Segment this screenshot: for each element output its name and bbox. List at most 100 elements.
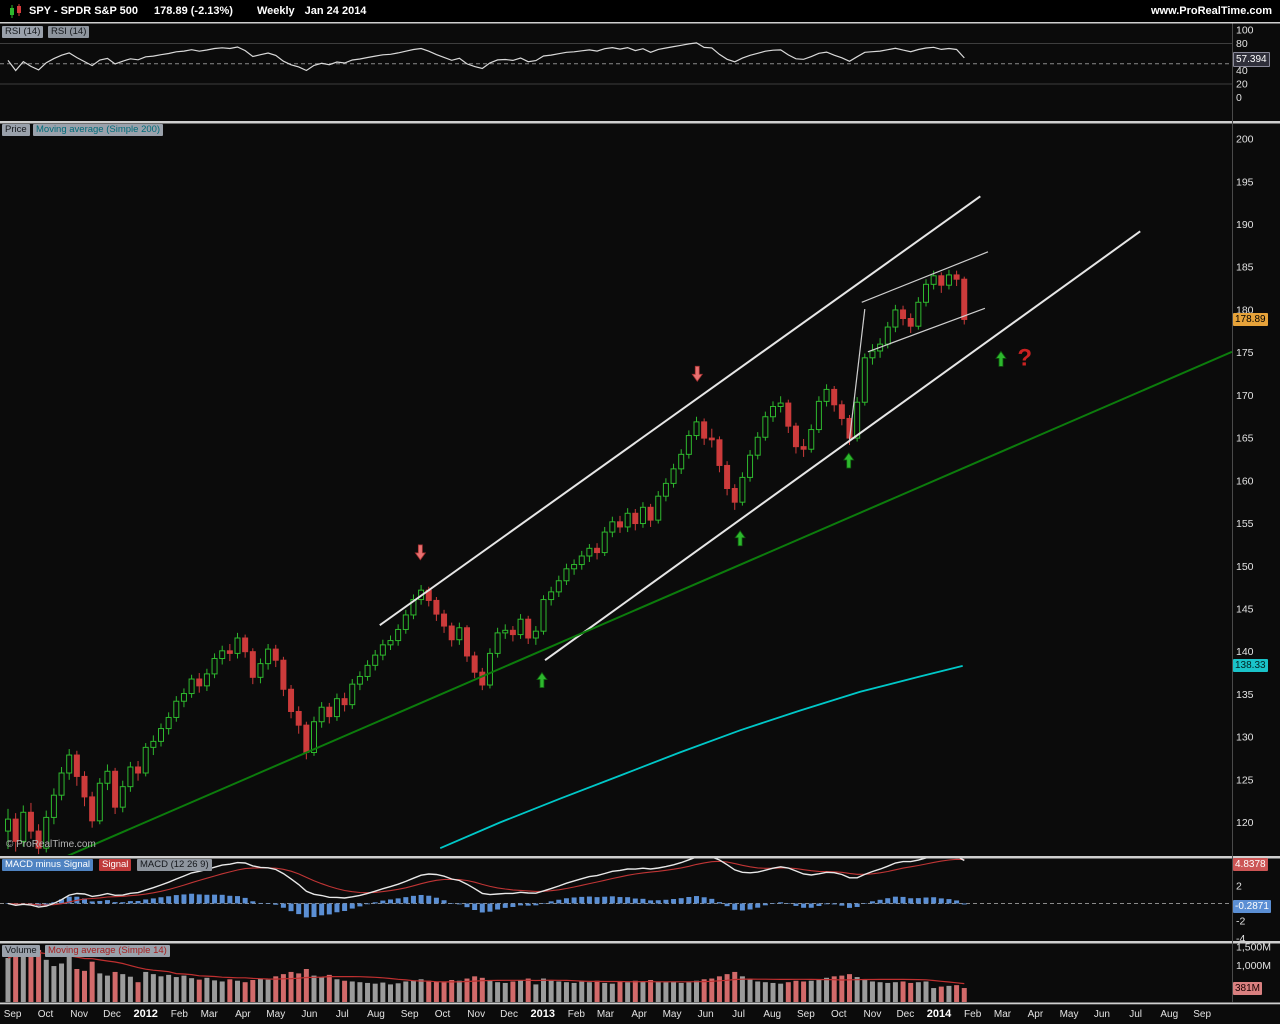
time-axis-label: 2014: [927, 1008, 952, 1020]
candle: [226, 650, 233, 654]
volume-bar: [609, 983, 615, 1002]
macd-histogram-bar: [365, 903, 371, 905]
volume-bar: [441, 982, 447, 1002]
volume-bar: [342, 980, 348, 1002]
volume-bar: [648, 980, 654, 1002]
candle: [548, 591, 555, 601]
candle: [387, 640, 394, 646]
candle: [127, 766, 134, 788]
macd-histogram-bar: [762, 903, 768, 906]
volume-bar: [847, 974, 852, 1002]
time-axis-label: Feb: [964, 1009, 982, 1020]
volume-bar: [747, 979, 753, 1002]
trendline[interactable]: [848, 309, 866, 440]
up-arrow-annotation[interactable]: [995, 350, 1007, 367]
question-mark-annotation[interactable]: ?: [1017, 344, 1032, 371]
volume-bar: [227, 979, 233, 1002]
time-axis-label: 2013: [530, 1008, 554, 1020]
rsi-label-badge[interactable]: RSI (14): [2, 26, 44, 38]
ma200-label-badge[interactable]: Moving average (Simple 200): [33, 124, 164, 136]
panel-separator: [0, 856, 1280, 859]
macd-histogram-bar: [181, 894, 187, 904]
candle: [594, 547, 601, 554]
macd-histogram-bar: [563, 898, 569, 904]
macd-histogram-bar: [709, 898, 715, 904]
volume-bar: [173, 977, 179, 1002]
macd-histogram-bar: [556, 899, 562, 904]
volume-bar: [456, 980, 462, 1002]
macd-label-badge[interactable]: MACD (12 26 9): [137, 859, 212, 871]
volume-bar: [502, 982, 508, 1002]
trendline[interactable]: [861, 251, 989, 303]
volume-bar: [571, 982, 577, 1002]
volume-bar: [273, 976, 279, 1002]
volume-bar: [365, 982, 371, 1002]
trendline[interactable]: [379, 195, 981, 627]
candle: [823, 388, 830, 402]
macd-histogram-bar: [801, 903, 807, 908]
up-arrow-annotation[interactable]: [842, 452, 855, 469]
macd-histogram-bar: [326, 903, 332, 915]
trendline[interactable]: [54, 350, 1232, 862]
volume-bar: [158, 976, 164, 1002]
volume-bar: [20, 947, 26, 1002]
macd-histogram-bar: [854, 903, 860, 907]
volume-bar: [82, 970, 87, 1002]
candle: [563, 568, 570, 582]
prt-site-link[interactable]: www.ProRealTime.com: [1150, 5, 1272, 17]
candle: [639, 506, 646, 525]
time-axis-label: Aug: [1160, 1009, 1178, 1020]
macd-histogram-bar: [219, 894, 225, 904]
volume-bar: [931, 988, 937, 1002]
signal-label-badge[interactable]: Signal: [99, 859, 132, 871]
down-arrow-annotation[interactable]: [414, 544, 427, 561]
macd-histogram-bar: [510, 903, 516, 907]
volume-bar: [877, 982, 883, 1002]
candle: [395, 628, 402, 642]
rsi-axis-label: 0: [1236, 92, 1242, 104]
trendline[interactable]: [544, 230, 1141, 662]
candle: [257, 663, 264, 678]
candle: [441, 613, 448, 627]
up-arrow-annotation[interactable]: [536, 671, 548, 688]
macd-histogram-bar: [173, 895, 179, 904]
timeframe-label[interactable]: Weekly: [256, 5, 295, 17]
candle: [685, 435, 692, 455]
macd-histogram-bar: [847, 903, 852, 908]
volume-bar: [694, 980, 699, 1002]
candle: [701, 421, 708, 439]
trendline[interactable]: [867, 307, 986, 353]
up-arrow-annotation[interactable]: [734, 530, 746, 547]
candle: [831, 388, 838, 406]
volume-label-badge[interactable]: Volume: [2, 945, 40, 957]
candle: [104, 770, 111, 784]
candle: [303, 724, 310, 753]
macd-histogram-bar: [831, 903, 837, 905]
volume-ma-label-badge[interactable]: Moving average (Simple 14): [45, 945, 170, 957]
candle: [655, 495, 662, 521]
down-arrow-annotation[interactable]: [691, 365, 704, 383]
rsi-label-badge-2[interactable]: RSI (14): [48, 26, 90, 38]
macd-histogram-bar: [388, 899, 393, 904]
volume-bar: [219, 981, 225, 1002]
candle: [494, 632, 501, 654]
macd-histogram-bar: [479, 903, 485, 913]
candle: [112, 770, 119, 808]
price-label-badge[interactable]: Price: [2, 124, 30, 136]
price-axis-label: 195: [1236, 176, 1254, 188]
macd-histogram-bar: [334, 903, 340, 913]
candle: [211, 658, 218, 675]
volume-bar: [388, 984, 393, 1002]
macd-hist-label-badge[interactable]: MACD minus Signal: [2, 859, 93, 871]
volume-bar: [418, 979, 424, 1002]
macd-histogram-bar: [954, 900, 960, 904]
macd-histogram-bar: [104, 900, 110, 904]
macd-histogram-bar: [525, 903, 531, 906]
price-axis-label: 135: [1236, 689, 1254, 701]
volume-bar: [181, 975, 187, 1002]
time-axis-label: Sep: [1193, 1009, 1211, 1020]
time-axis-label: Sep: [797, 1009, 815, 1020]
volume-panel: [5, 947, 967, 1002]
macd-histogram-bar: [342, 903, 348, 911]
